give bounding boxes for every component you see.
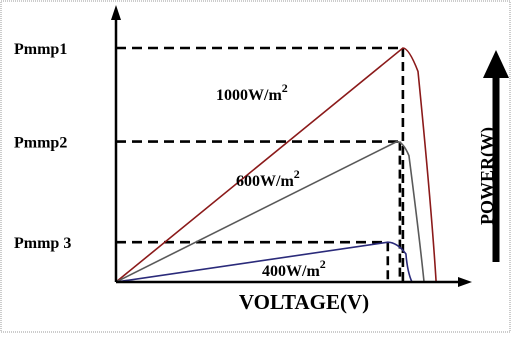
power-arrow-icon	[483, 50, 509, 78]
irradiance-label: 1000W/m2	[216, 81, 288, 104]
mpp-guides	[116, 46, 405, 282]
mpp-label: Pmmp2	[14, 135, 67, 152]
irradiance-labels: 1000W/m2 600W/m2 400W/m2	[216, 81, 326, 280]
x-axis-arrowhead	[458, 277, 472, 287]
mpp-label: Pmmp1	[14, 41, 67, 58]
mpp-labels: Pmmp1 Pmmp2 Pmmp 3	[14, 41, 71, 252]
power-curves	[115, 47, 437, 283]
irradiance-label: 400W/m2	[262, 257, 326, 280]
irradiance-exponent: 2	[320, 257, 326, 271]
mpp-label: Pmmp 3	[14, 235, 71, 252]
power-curve	[115, 47, 437, 283]
x-axis-label: VOLTAGE(V)	[239, 290, 369, 314]
irradiance-label: 600W/m2	[236, 167, 300, 190]
power-curve	[115, 241, 413, 283]
y-axis-arrowhead	[111, 5, 121, 20]
irradiance-exponent: 2	[282, 81, 288, 95]
irradiance-exponent: 2	[294, 167, 300, 181]
power-curve	[115, 140, 425, 283]
